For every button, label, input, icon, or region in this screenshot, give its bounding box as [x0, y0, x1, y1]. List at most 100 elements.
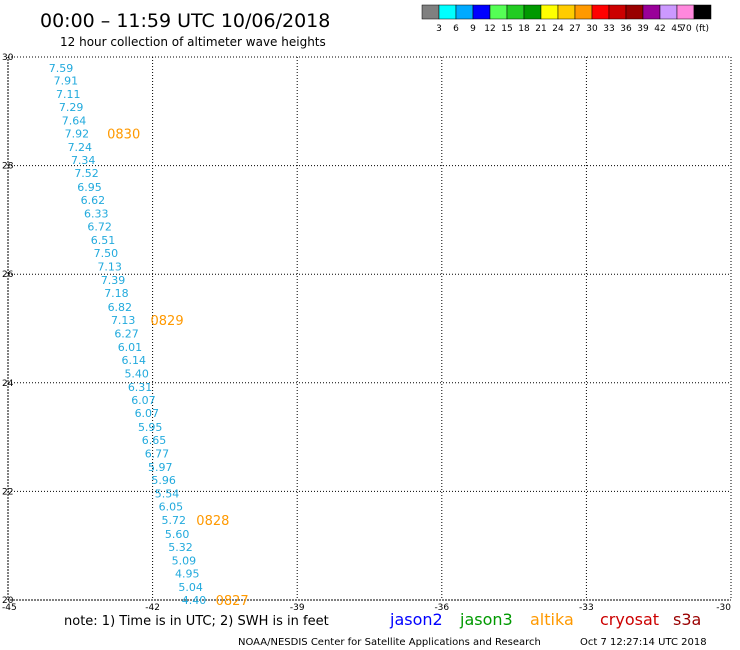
- wave-height-value: 6.82: [108, 301, 133, 314]
- color-scale-label: 12: [484, 24, 495, 34]
- color-scale-swatch: [472, 4, 491, 20]
- map-title: 00:00 – 11:59 UTC 10/06/2018: [40, 10, 330, 32]
- wave-height-value: 6.72: [87, 220, 112, 233]
- color-scale-label: 42: [654, 24, 665, 34]
- wave-height-value: 6.05: [159, 501, 184, 514]
- wave-height-value: 7.11: [56, 88, 81, 101]
- color-scale-swatch: [608, 4, 627, 20]
- color-scale-label: 36: [620, 24, 632, 34]
- footer-timestamp: Oct 7 12:27:14 UTC 2018: [580, 637, 707, 648]
- satellite-jason3: jason3: [459, 610, 513, 629]
- color-scale-swatch: [421, 4, 440, 20]
- wave-height-value: 6.51: [91, 234, 116, 247]
- color-scale-swatch: [523, 4, 542, 20]
- color-scale-label: 45: [671, 24, 682, 34]
- wave-height-value: 4.40: [182, 594, 207, 607]
- axis-tick-labels: -45 -42 -39 -36 -33 -30 30 28 26 24 22 20: [2, 53, 731, 613]
- color-scale-label: 33: [603, 24, 614, 34]
- color-scale-swatch: [693, 4, 712, 20]
- lon-tick-label: -42: [145, 603, 160, 613]
- color-scale-swatch: [557, 4, 576, 20]
- lat-tick-label: 24: [2, 379, 14, 389]
- wave-height-value: 6.33: [84, 207, 109, 220]
- wave-height-value: 5.95: [138, 421, 163, 434]
- lon-tick-label: -33: [579, 603, 594, 613]
- satellite-legend: jason2 jason3 altika cryosat s3a: [389, 610, 701, 629]
- wave-height-value: 5.40: [124, 368, 149, 381]
- color-scale-swatch: [438, 4, 457, 20]
- lon-tick-label: -30: [716, 603, 731, 613]
- wave-height-value: 5.04: [178, 581, 203, 594]
- color-scale-swatch: [591, 4, 610, 20]
- color-scale-label: 70: [680, 24, 692, 34]
- lat-tick-label: 26: [2, 270, 14, 280]
- track-time-label: 0830: [107, 128, 140, 143]
- wave-height-value: 6.62: [81, 194, 106, 207]
- lon-tick-label: -39: [290, 603, 305, 613]
- track-time-labels: 0830 0829 0828 0827: [107, 128, 249, 609]
- map-subtitle: 12 hour collection of altimeter wave hei…: [60, 35, 326, 49]
- track-time-label: 0827: [216, 594, 249, 609]
- wave-height-value: 7.24: [68, 141, 93, 154]
- color-scale-swatch: [489, 4, 508, 20]
- lat-tick-label: 20: [2, 596, 14, 606]
- wave-height-value: 7.18: [104, 287, 129, 300]
- color-scale-label: 15: [501, 24, 512, 34]
- wave-height-value: 7.29: [59, 101, 84, 114]
- wave-height-value: 7.91: [54, 74, 79, 87]
- color-scale-label: 21: [535, 24, 546, 34]
- wave-height-value: 7.13: [111, 314, 136, 327]
- wave-height-value: 6.01: [118, 341, 143, 354]
- color-scale-swatch: [625, 4, 644, 20]
- wave-height-value: 6.14: [122, 354, 147, 367]
- wave-height-value: 5.72: [162, 514, 187, 527]
- satellite-jason2: jason2: [389, 610, 443, 629]
- wave-height-value: 6.95: [77, 181, 102, 194]
- wave-height-value: 6.07: [135, 407, 160, 420]
- wave-height-value: 6.65: [142, 434, 167, 447]
- wave-height-value: 7.39: [101, 274, 126, 287]
- wave-height-value: 5.97: [148, 461, 173, 474]
- wave-height-value: 7.50: [94, 247, 119, 260]
- lat-tick-label: 30: [2, 53, 14, 63]
- track-time-label: 0829: [151, 314, 184, 329]
- satellite-track: 7.597.917.117.297.647.927.247.347.526.95…: [49, 62, 207, 607]
- wave-height-value: 5.32: [168, 541, 193, 554]
- wave-height-value: 5.09: [172, 554, 197, 567]
- color-scale-label: 3: [436, 24, 442, 34]
- lon-tick-label: -36: [434, 603, 449, 613]
- wave-height-value: 6.77: [145, 447, 170, 460]
- color-scale-label: 39: [637, 24, 649, 34]
- color-scale-label: 30: [586, 24, 598, 34]
- satellite-altika: altika: [530, 610, 574, 629]
- satellite-cryosat: cryosat: [600, 610, 659, 629]
- color-scale-label: 24: [552, 24, 564, 34]
- wave-height-value: 7.64: [62, 115, 87, 128]
- color-scale-swatch: [642, 4, 661, 20]
- track-time-label: 0828: [196, 514, 229, 529]
- wave-height-value: 7.92: [65, 128, 90, 141]
- wave-height-value: 7.52: [74, 167, 99, 180]
- color-scale-label: 27: [569, 24, 580, 34]
- color-scale-swatch: [676, 4, 695, 20]
- color-scale-unit: (ft): [695, 24, 709, 34]
- wave-height-value: 6.27: [114, 327, 139, 340]
- lon-tick-label: -45: [2, 603, 17, 613]
- wave-height-value: 6.31: [128, 381, 153, 394]
- lat-tick-label: 22: [2, 487, 13, 497]
- satellite-s3a: s3a: [673, 610, 701, 629]
- wave-height-value: 5.60: [165, 528, 190, 541]
- lat-lon-grid: [7, 56, 732, 601]
- color-scale-label: 9: [470, 24, 476, 34]
- wave-height-value: 6.07: [131, 394, 156, 407]
- wave-height-value: 7.13: [97, 261, 122, 274]
- color-scale-swatch: [455, 4, 474, 20]
- color-scale-label: 6: [453, 24, 459, 34]
- wave-height-value: 5.54: [155, 488, 180, 501]
- color-scale-swatch: [574, 4, 593, 20]
- wave-height-value: 5.96: [151, 474, 176, 487]
- wave-height-value: 7.34: [71, 154, 96, 167]
- footer-note: note: 1) Time is in UTC; 2) SWH is in fe…: [64, 614, 329, 629]
- color-scale-label: 18: [518, 24, 530, 34]
